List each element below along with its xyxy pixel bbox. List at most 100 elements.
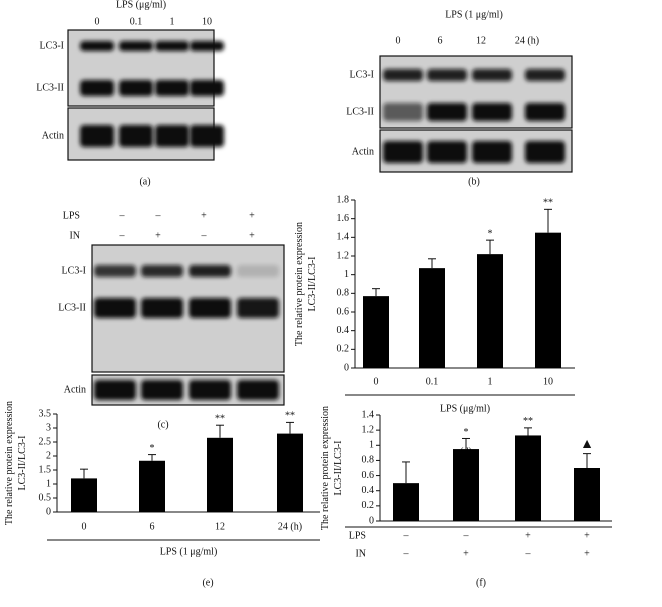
blot-band: [472, 141, 512, 163]
blot-band: [94, 298, 136, 318]
y-tick-label: 2.5: [39, 436, 52, 447]
y-axis-label: The relative protein expression LC3-II/LC…: [4, 401, 28, 525]
band-label: LC3-II: [36, 82, 64, 93]
y-tick-label: 0.8: [337, 288, 350, 299]
y-tick-label: 3: [46, 422, 51, 433]
blot-band: [525, 141, 565, 163]
y-tick-label: 1.2: [362, 424, 375, 435]
y-tick-label: 0: [46, 506, 51, 517]
bar: [393, 483, 419, 521]
y-tick-label: 3.5: [39, 408, 52, 419]
significance-mark: **: [523, 416, 533, 427]
blot-band: [189, 265, 231, 277]
blot-band: [237, 298, 279, 318]
y-tick-label: 0.4: [337, 325, 350, 336]
row-sign: –: [525, 548, 532, 559]
y-tick-label: 0.6: [337, 306, 350, 317]
x-axis-label: LPS (μg/ml): [440, 403, 490, 414]
y-tick-label: 0: [344, 362, 349, 373]
y-tick-label: 0.4: [362, 485, 375, 496]
blot-band: [155, 125, 189, 147]
row-sign: +: [463, 548, 469, 559]
band-label: Actin: [64, 384, 86, 395]
blot-title: LPS (μg/ml): [116, 0, 166, 10]
lane-label: 1: [170, 16, 175, 27]
blot-band: [190, 125, 224, 147]
blot-band: [80, 41, 114, 51]
y-tick-label: 0.2: [337, 344, 350, 355]
band-label: LC3-II: [346, 106, 374, 117]
blot-band: [472, 69, 512, 81]
row-sign: –: [463, 530, 470, 541]
error-bar: [462, 437, 470, 450]
error-bar: [486, 239, 494, 255]
y-tick-label: 0.8: [362, 455, 375, 466]
y-tick-label: 1.5: [39, 464, 52, 475]
x-tick-label: 1: [488, 376, 493, 387]
y-tick-label: 1: [369, 440, 374, 451]
lane-label: 6: [438, 35, 443, 46]
blot-band: [383, 69, 423, 81]
blot-band: [141, 265, 183, 277]
row-sign: –: [201, 230, 208, 241]
bar: [477, 254, 503, 368]
lane-label: 0: [396, 35, 401, 46]
y-axis-label-line: LC3-II/LC3-I: [333, 441, 344, 496]
y-tick-label: 1.6: [337, 213, 350, 224]
blot-band: [94, 380, 136, 400]
error-bar: [148, 454, 156, 461]
x-tick-label: 24 (h): [278, 521, 302, 532]
blot-band: [155, 41, 189, 51]
significance-mark: *: [464, 427, 469, 438]
band-label: LC3-II: [58, 302, 86, 313]
y-axis-label-line: The relative protein expression: [4, 401, 15, 525]
bar: [71, 478, 97, 512]
significance-mark: *: [488, 228, 493, 239]
x-tick-label: 0.1: [426, 376, 439, 387]
error-bar: [428, 258, 436, 269]
panel-label: (e): [202, 577, 213, 588]
blot-band: [119, 80, 153, 96]
bar: [207, 437, 233, 512]
blot-band: [383, 103, 423, 121]
significance-mark: **: [285, 411, 295, 422]
lane-label: 0: [95, 16, 100, 27]
row-label: IN: [69, 230, 80, 241]
blot-band: [190, 41, 224, 51]
error-bar: [402, 461, 410, 484]
lane-label: 10: [202, 16, 212, 27]
x-tick-label: 0: [82, 521, 87, 532]
lane-label: 24 (h): [515, 35, 539, 46]
row-sign: +: [249, 210, 255, 221]
panel-label: (b): [468, 176, 480, 187]
blot-band: [80, 125, 114, 147]
error-bar: [524, 427, 532, 436]
bar: [139, 460, 165, 512]
blot-band: [237, 265, 279, 277]
blot-band: [141, 380, 183, 400]
blot-band: [383, 141, 423, 163]
x-axis-label: LPS (1 μg/ml): [160, 546, 218, 557]
bar: [574, 468, 600, 521]
blot-band: [525, 103, 565, 121]
x-tick-label: 10: [543, 376, 553, 387]
row-sign: +: [584, 530, 590, 541]
band-label: LC3-I: [62, 265, 86, 276]
y-tick-label: 1.4: [337, 232, 350, 243]
y-tick-label: 0.6: [362, 470, 375, 481]
y-tick-label: 1: [344, 269, 349, 280]
band-label: Actin: [352, 146, 374, 157]
blot-title: LPS (1 μg/ml): [445, 9, 503, 20]
bar: [535, 232, 561, 368]
panel-label: (a): [139, 176, 150, 187]
blot-band: [189, 298, 231, 318]
row-sign: –: [403, 530, 410, 541]
blot-band: [119, 125, 153, 147]
panel-label: (c): [157, 419, 168, 430]
error-bar: [372, 288, 380, 297]
x-tick-label: 12: [215, 521, 225, 532]
y-tick-label: 0.2: [362, 500, 375, 511]
y-tick-label: 1.4: [362, 409, 375, 420]
bar: [515, 435, 541, 521]
